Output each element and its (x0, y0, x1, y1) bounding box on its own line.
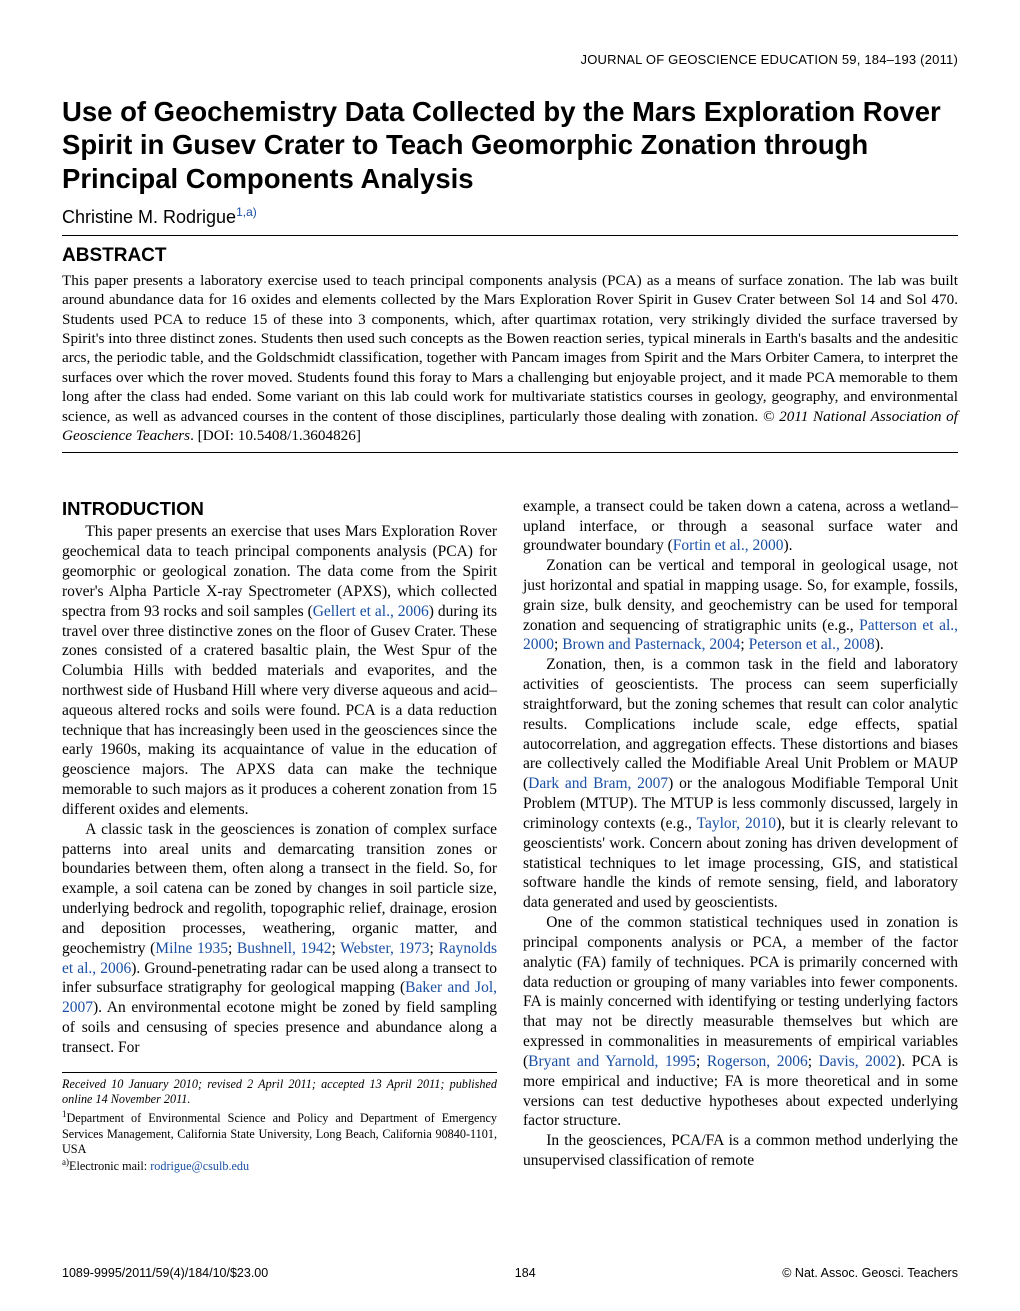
rule-top (62, 235, 958, 236)
footer-left: 1089-9995/2011/59(4)/184/10/$23.00 (62, 1265, 268, 1281)
author-name: Christine M. Rodrigue (62, 207, 236, 227)
col2-p4: In the geosciences, PCA/FA is a common m… (523, 1131, 958, 1171)
cite-fortin[interactable]: Fortin et al., 2000 (673, 537, 784, 554)
cite-taylor[interactable]: Taylor, 2010 (697, 815, 777, 832)
footnote-email: a)Electronic mail: rodrigue@csulb.edu (62, 1159, 249, 1173)
intro-p2: A classic task in the geosciences is zon… (62, 820, 497, 1058)
abstract-heading: ABSTRACT (62, 244, 958, 268)
cite-davis[interactable]: Davis, 2002 (819, 1053, 897, 1070)
cite-brown[interactable]: Brown and Pasternack, 2004 (562, 636, 740, 653)
intro-p1: This paper presents an exercise that use… (62, 522, 497, 819)
footnote-aff-text: Department of Environmental Science and … (62, 1111, 497, 1156)
cite-bryant[interactable]: Bryant and Yarnold, 1995 (528, 1053, 696, 1070)
footnote-affiliation: 1Department of Environmental Science and… (62, 1111, 497, 1156)
col2-p3: One of the common statistical techniques… (523, 913, 958, 1131)
footnotes-block: Received 10 January 2010; revised 2 Apri… (62, 1072, 497, 1175)
abstract-body: This paper presents a laboratory exercis… (62, 272, 958, 425)
body-columns: INTRODUCTION This paper presents an exer… (62, 497, 958, 1175)
journal-header: JOURNAL OF GEOSCIENCE EDUCATION 59, 184–… (62, 52, 958, 69)
page: JOURNAL OF GEOSCIENCE EDUCATION 59, 184–… (0, 0, 1020, 1311)
footer-bar: 1089-9995/2011/59(4)/184/10/$23.00 184 ©… (62, 1265, 958, 1281)
footer-center: 184 (515, 1265, 536, 1281)
author-affiliation-mark[interactable]: 1,a) (236, 205, 257, 219)
doi-line: . [DOI: 10.5408/1.3604826] (190, 427, 361, 444)
footnote-email-link[interactable]: rodrigue@csulb.edu (150, 1159, 249, 1173)
article-title: Use of Geochemistry Data Collected by th… (62, 95, 958, 196)
col2-p2: Zonation, then, is a common task in the … (523, 655, 958, 913)
col2-p0: example, a transect could be taken down … (523, 497, 958, 556)
cite-webster[interactable]: Webster, 1973 (340, 940, 429, 957)
footnote-email-label: Electronic mail: (69, 1159, 150, 1173)
col2-p1: Zonation can be vertical and temporal in… (523, 556, 958, 655)
rule-bottom (62, 452, 958, 453)
cite-dark[interactable]: Dark and Bram, 2007 (528, 775, 668, 792)
cite-gellert[interactable]: Gellert et al., 2006 (313, 603, 429, 620)
cite-baker[interactable]: Baker and Jol, 2007 (62, 979, 497, 1016)
author-line: Christine M. Rodrigue1,a) (62, 205, 958, 229)
footnote-received: Received 10 January 2010; revised 2 Apri… (62, 1077, 497, 1108)
abstract-text: This paper presents a laboratory exercis… (62, 271, 958, 446)
cite-peterson[interactable]: Peterson et al., 2008 (749, 636, 875, 653)
intro-heading: INTRODUCTION (62, 497, 497, 521)
cite-rogerson[interactable]: Rogerson, 2006 (707, 1053, 808, 1070)
footer-right: © Nat. Assoc. Geosci. Teachers (782, 1265, 958, 1281)
cite-milne[interactable]: Milne 1935 (155, 940, 228, 957)
cite-bushnell[interactable]: Bushnell, 1942 (237, 940, 332, 957)
